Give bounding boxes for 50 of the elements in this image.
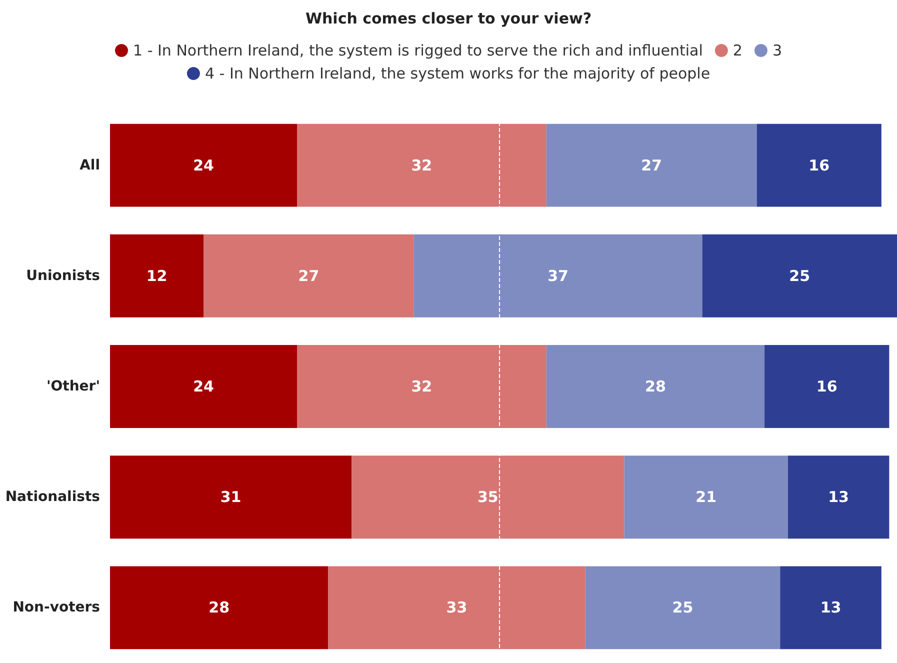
legend-label: 1 - In Northern Ireland, the system is rigged to serve the rich and influential bbox=[133, 42, 703, 60]
data-label: 16 bbox=[808, 156, 830, 174]
data-label: 13 bbox=[828, 488, 849, 506]
y-tick-label: 'Other' bbox=[46, 378, 100, 394]
chart-title: Which comes closer to your view? bbox=[305, 10, 592, 28]
bar bbox=[110, 566, 328, 650]
data-label: 28 bbox=[645, 378, 666, 396]
bar bbox=[328, 566, 586, 650]
bar bbox=[624, 456, 788, 539]
data-label: 12 bbox=[146, 266, 168, 285]
data-label: 37 bbox=[548, 266, 568, 285]
bar bbox=[546, 124, 757, 207]
data-label: 27 bbox=[298, 266, 320, 285]
bar bbox=[414, 234, 702, 318]
data-label: 33 bbox=[446, 598, 468, 617]
y-tick-label: Nationalists bbox=[5, 489, 100, 506]
bar bbox=[585, 566, 780, 650]
legend-label: 4 - In Northern Ireland, the system works for the majority of people bbox=[204, 64, 710, 82]
y-tick-label: Non-voters bbox=[12, 600, 100, 616]
data-label: 25 bbox=[789, 266, 810, 285]
data-label: 16 bbox=[816, 378, 838, 396]
data-label: 21 bbox=[696, 488, 717, 506]
bar bbox=[788, 456, 890, 539]
legend-label: 3 bbox=[772, 42, 782, 60]
legend-label: 2 bbox=[732, 42, 742, 60]
data-label: 24 bbox=[193, 156, 214, 174]
bar bbox=[297, 124, 546, 207]
data-label: 28 bbox=[208, 598, 230, 617]
data-label: 27 bbox=[641, 156, 662, 174]
bar bbox=[110, 124, 298, 207]
bar bbox=[110, 456, 352, 539]
data-label: 35 bbox=[477, 488, 498, 506]
bar bbox=[204, 234, 414, 318]
bar bbox=[352, 456, 624, 539]
bar bbox=[702, 234, 897, 318]
data-label: 32 bbox=[411, 156, 432, 174]
bar bbox=[110, 345, 298, 428]
data-label: 13 bbox=[820, 598, 842, 617]
data-label: 24 bbox=[193, 378, 214, 396]
data-label: 25 bbox=[672, 598, 694, 617]
y-tick-label: All bbox=[80, 157, 100, 174]
data-label: 32 bbox=[411, 378, 432, 396]
bar bbox=[546, 345, 765, 428]
y-tick-label: Unionists bbox=[26, 268, 100, 284]
bar bbox=[780, 566, 882, 650]
bar bbox=[297, 345, 546, 428]
bar bbox=[764, 345, 890, 428]
bar bbox=[110, 234, 204, 318]
data-label: 31 bbox=[220, 488, 242, 506]
bar bbox=[756, 124, 882, 207]
